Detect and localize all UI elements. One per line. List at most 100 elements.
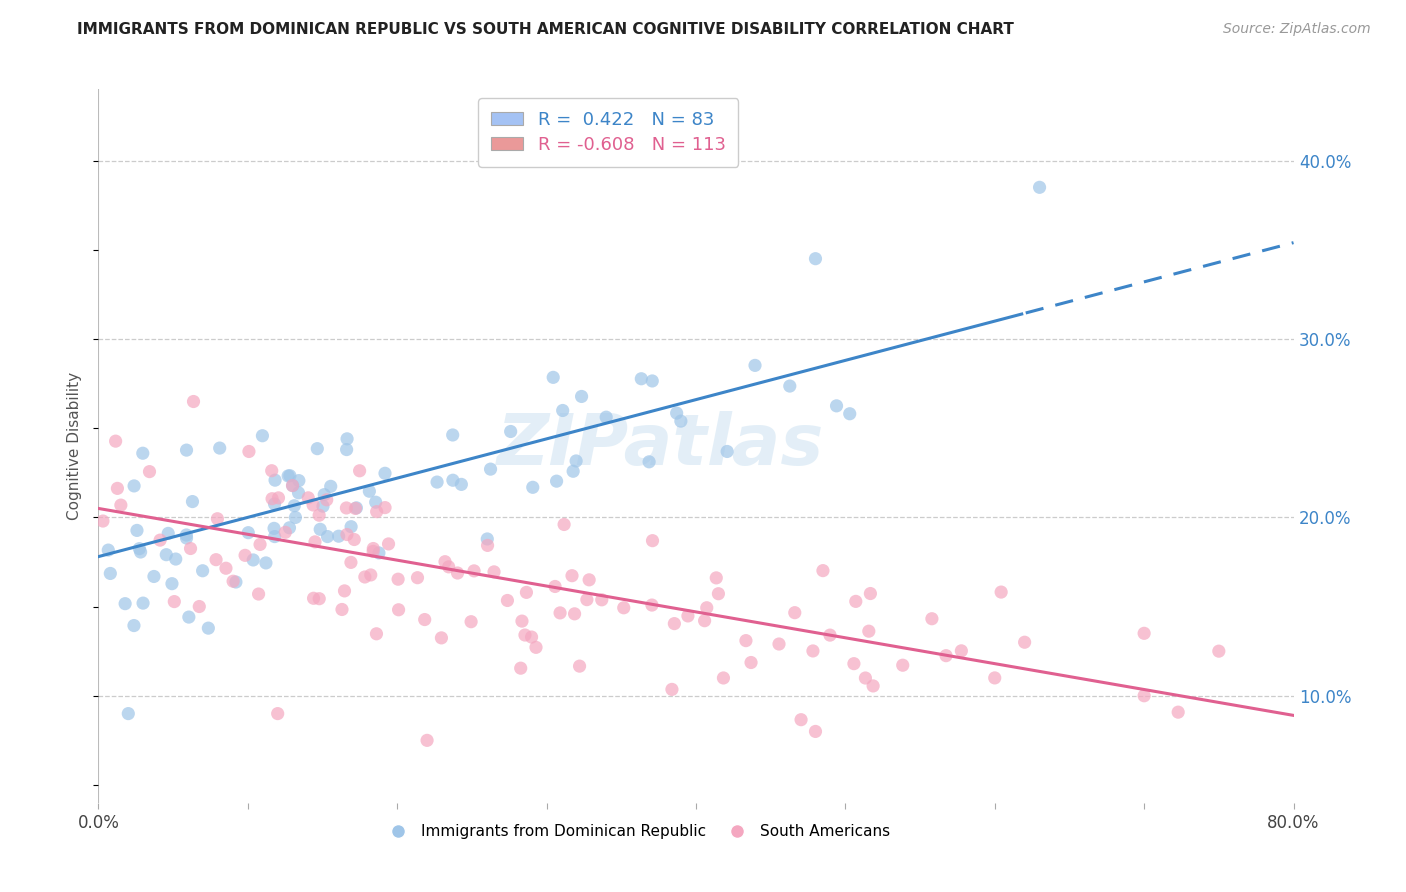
Point — [811, 564, 834, 578]
Point — [330, 602, 353, 616]
Point — [263, 530, 285, 544]
Point — [142, 569, 165, 583]
Point — [565, 454, 588, 468]
Point — [984, 671, 1007, 685]
Point — [891, 658, 914, 673]
Point — [262, 491, 284, 506]
Point — [374, 500, 396, 515]
Point — [281, 478, 304, 492]
Point — [267, 706, 290, 721]
Point — [183, 394, 205, 409]
Point — [638, 455, 661, 469]
Point — [336, 527, 359, 541]
Point — [176, 443, 198, 458]
Point — [297, 491, 319, 505]
Point — [252, 428, 274, 442]
Point — [571, 389, 593, 403]
Point — [546, 474, 568, 488]
Point — [177, 610, 200, 624]
Point — [818, 628, 841, 642]
Point — [264, 473, 287, 487]
Point — [114, 597, 136, 611]
Point — [260, 464, 283, 478]
Point — [477, 538, 499, 552]
Point — [110, 498, 132, 512]
Point — [98, 566, 121, 581]
Point — [138, 465, 160, 479]
Point — [336, 442, 359, 457]
Point — [460, 615, 482, 629]
Point — [360, 568, 382, 582]
Point — [181, 494, 204, 508]
Point — [779, 379, 801, 393]
Point — [1133, 626, 1156, 640]
Point — [479, 462, 502, 476]
Point — [122, 479, 145, 493]
Point — [669, 414, 692, 428]
Point — [735, 633, 758, 648]
Point — [825, 399, 848, 413]
Point — [740, 656, 762, 670]
Point — [641, 374, 664, 388]
Point — [664, 616, 686, 631]
Point — [524, 640, 547, 655]
Point — [304, 534, 326, 549]
Point — [477, 532, 499, 546]
Point — [575, 592, 598, 607]
Point — [155, 548, 177, 562]
Point — [377, 537, 399, 551]
Point — [249, 537, 271, 551]
Point — [307, 442, 329, 456]
Point — [242, 553, 264, 567]
Point — [340, 519, 363, 533]
Point — [335, 500, 357, 515]
Point — [704, 571, 727, 585]
Point — [344, 501, 367, 516]
Point — [367, 546, 389, 560]
Point — [544, 579, 567, 593]
Point — [281, 478, 304, 492]
Point — [482, 565, 505, 579]
Point — [222, 574, 245, 589]
Point — [247, 587, 270, 601]
Point — [122, 618, 145, 632]
Point — [160, 576, 183, 591]
Point — [641, 598, 664, 612]
Point — [641, 533, 664, 548]
Point — [768, 637, 790, 651]
Point — [315, 492, 337, 507]
Point — [595, 410, 617, 425]
Point — [302, 591, 325, 606]
Point — [104, 434, 127, 449]
Point — [274, 525, 297, 540]
Point — [180, 541, 202, 556]
Point — [340, 555, 363, 569]
Point — [541, 370, 564, 384]
Point — [233, 549, 256, 563]
Text: Source: ZipAtlas.com: Source: ZipAtlas.com — [1223, 22, 1371, 37]
Point — [858, 624, 880, 639]
Y-axis label: Cognitive Disability: Cognitive Disability — [67, 372, 83, 520]
Point — [314, 488, 336, 502]
Point — [520, 630, 543, 644]
Point — [238, 444, 260, 458]
Text: ZIPatlas: ZIPatlas — [496, 411, 824, 481]
Point — [437, 559, 460, 574]
Point — [513, 628, 536, 642]
Point — [630, 372, 652, 386]
Point — [548, 606, 571, 620]
Point — [553, 517, 575, 532]
Point — [176, 528, 198, 542]
Point — [564, 607, 586, 621]
Point — [446, 566, 468, 580]
Point — [509, 661, 531, 675]
Point — [496, 593, 519, 607]
Point — [1028, 180, 1050, 194]
Point — [343, 533, 366, 547]
Point — [302, 498, 325, 512]
Point — [551, 403, 574, 417]
Point — [450, 477, 472, 491]
Point — [225, 574, 247, 589]
Point — [287, 485, 309, 500]
Point — [163, 594, 186, 608]
